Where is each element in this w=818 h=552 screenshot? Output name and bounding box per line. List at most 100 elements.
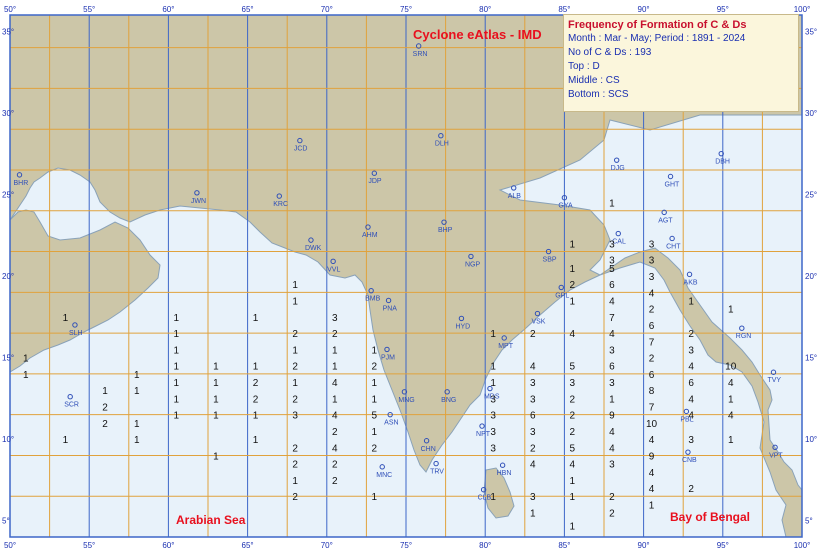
frequency-count: 3 [688,345,694,356]
frequency-count: 1 [490,329,496,340]
city-label: MNC [376,472,392,479]
frequency-count: 1 [134,370,140,381]
city-label: MNG [398,397,414,404]
frequency-count: 3 [688,435,694,446]
legend-bottom: Bottom : SCS [568,89,629,100]
frequency-count: 7 [649,403,655,414]
longitude-tick-label: 95° [717,5,729,14]
frequency-count: 3 [609,378,615,389]
axis-labels: 50°50°55°55°60°60°65°65°70°70°75°75°80°8… [2,5,817,550]
frequency-count: 1 [292,296,298,307]
latitude-tick-label: 25° [2,190,14,199]
frequency-count: 3 [490,394,496,405]
longitude-tick-label: 95° [717,541,729,550]
frequency-count: 6 [530,411,536,422]
longitude-tick-label: 80° [479,541,491,550]
frequency-count: 2 [570,411,576,422]
latitude-tick-label: 35° [2,27,14,36]
latitude-tick-label: 25° [805,190,817,199]
frequency-count: 1 [530,509,536,520]
city-label: CHT [666,243,681,250]
legend-heading: Frequency of Formation of C & Ds [568,19,747,31]
city-label: RGN [736,333,752,340]
frequency-count: 2 [570,427,576,438]
latitude-tick-label: 20° [805,272,817,281]
latitude-tick-label: 15° [805,354,817,363]
city-label: BNG [441,397,456,404]
city-marker [458,315,465,322]
city-label: BMB [365,296,381,303]
frequency-count: 3 [609,460,615,471]
frequency-count: 4 [609,427,615,438]
frequency-count: 1 [609,394,615,405]
frequency-count: 3 [609,345,615,356]
frequency-count: 1 [174,362,180,373]
frequency-count: 10 [725,362,737,373]
city-label: DLH [435,141,449,148]
frequency-count: 2 [102,403,108,414]
city-label: SCR [64,402,79,409]
frequency-count: 1 [372,427,378,438]
frequency-count: 2 [609,509,615,520]
city-marker [613,157,620,163]
city-marker [772,444,778,450]
frequency-count: 3 [332,313,338,324]
frequency-count: 1 [332,394,338,405]
city-label: GHT [665,181,681,188]
frequency-count: 6 [649,370,655,381]
frequency-count: 3 [649,272,655,283]
frequency-count: 1 [253,313,259,324]
frequency-count: 1 [253,435,259,446]
frequency-count: 4 [688,411,694,422]
city-marker [683,408,690,415]
latitude-tick-label: 5° [805,517,813,526]
longitude-tick-label: 50° [4,541,16,550]
city-label: SRN [413,51,428,58]
frequency-count: 1 [490,362,496,373]
city-label: DWK [305,245,322,252]
frequency-count: 1 [292,476,298,487]
frequency-count: 1 [213,394,219,405]
city-label: CLB [478,495,492,502]
city-label: HYD [455,323,470,330]
frequency-count: 4 [728,378,734,389]
frequency-count: 7 [649,337,655,348]
city-label: GPL [555,292,569,299]
frequency-count: 3 [490,427,496,438]
frequency-count: 5 [372,411,378,422]
latitude-tick-label: 35° [805,27,817,36]
frequency-count: 1 [134,419,140,430]
city-marker [415,43,422,49]
city-marker [558,284,564,291]
frequency-count: 1 [609,199,615,210]
city-label: VPT [769,452,783,459]
longitude-tick-label: 65° [242,541,254,550]
frequency-count: 3 [490,411,496,422]
city-label: AHM [362,232,378,239]
frequency-count: 3 [530,427,536,438]
frequency-count: 4 [688,394,694,405]
frequency-count: 3 [292,411,298,422]
frequency-count: 3 [570,378,576,389]
frequency-count: 1 [332,362,338,373]
city-label: CNB [682,457,697,464]
city-marker [479,423,485,429]
latitude-tick-label: 30° [805,109,817,118]
city-marker [368,287,374,294]
frequency-count: 4 [728,411,734,422]
frequency-count: 6 [688,378,694,389]
city-marker [365,224,371,230]
frequency-count: 1 [134,386,140,397]
city-marker [444,389,450,395]
frequency-count: 3 [609,256,615,267]
frequency-count: 4 [649,468,655,479]
city-label: VSK [531,319,545,326]
city-marker [16,172,23,178]
frequency-count: 1 [570,522,576,533]
frequency-count: 4 [570,460,576,471]
city-marker [511,185,517,191]
city-label: CAL [612,239,626,246]
city-label: VVL [327,266,340,273]
frequency-count: 4 [649,288,655,299]
frequency-count: 1 [102,386,108,397]
